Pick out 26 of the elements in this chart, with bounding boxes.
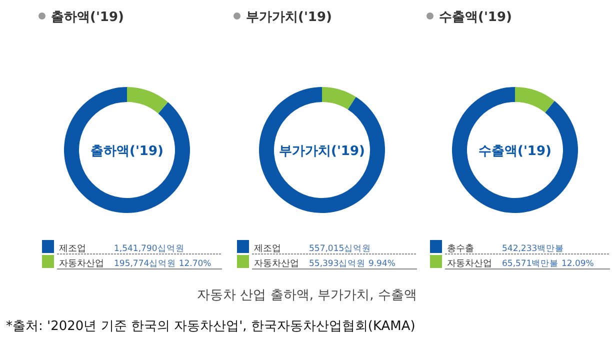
data-label: 65,571백만불 12.09% (502, 259, 594, 269)
data-label: 195,774십억원 12.70% (114, 259, 212, 269)
legend-label: 자동차산업 (254, 259, 299, 269)
text: *출처: '2020년 기준 한국의 자동차산업', 한국자동차산업협회(KAMA) (6, 319, 416, 334)
chart-title: 수출액('19) (439, 10, 512, 25)
text: 자동차 산업 출하액, 부가가치, 수출액 (197, 288, 417, 303)
donut-slice (515, 87, 555, 113)
donut-slice (64, 87, 190, 213)
legend-label: 총수출 (447, 244, 474, 254)
data-label: 55,393십억원 9.94% (309, 259, 396, 269)
chart-title: 출하액('19) (51, 10, 124, 25)
legend-label: 자동차산업 (447, 259, 492, 269)
data-label: 557,015십억원 (309, 244, 372, 254)
legend-label: 제조업 (254, 244, 281, 254)
text: 부가가치('19) (279, 144, 365, 159)
data-label: 542,233백만불 (502, 244, 564, 254)
legend-label: 제조업 (59, 244, 86, 254)
donut-slice (322, 87, 356, 110)
legend-label: 자동차산업 (59, 259, 104, 269)
donut-slice (127, 87, 168, 114)
donut-slice (259, 87, 385, 213)
text: 수출액('19) (478, 144, 552, 159)
donut-slice (452, 87, 578, 213)
chart-title: 부가가치('19) (246, 10, 332, 25)
data-label: 1,541,790십억원 (114, 244, 184, 254)
text: 출하액('19) (90, 144, 164, 159)
